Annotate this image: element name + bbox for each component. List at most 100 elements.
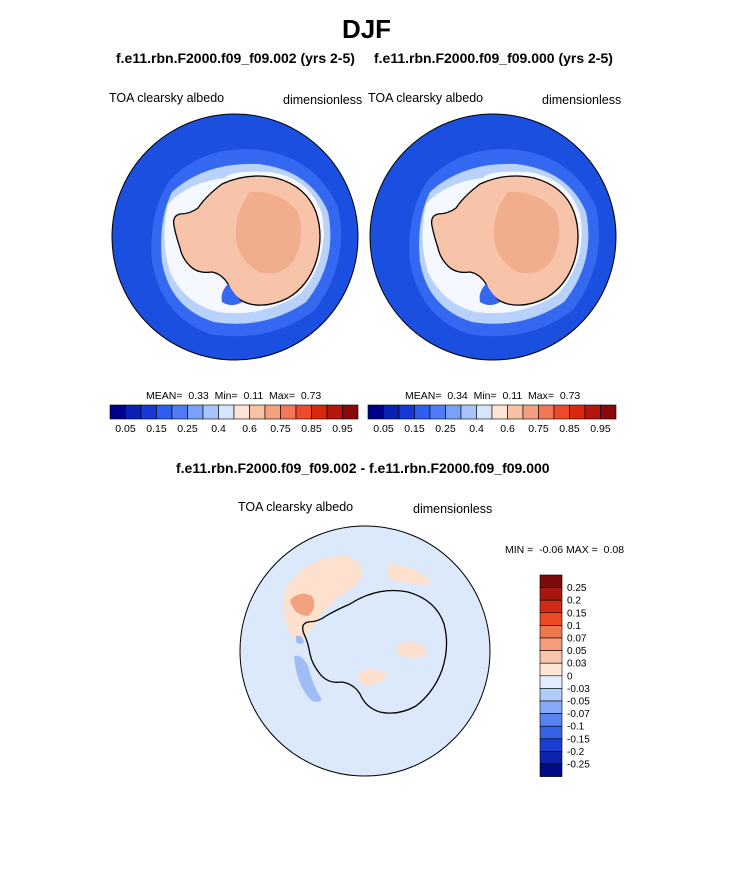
difference-variable-label: TOA clearsky albedo: [238, 500, 354, 514]
mean-label: MEAN=: [405, 390, 442, 402]
colorbar-cell: [367, 404, 384, 420]
panel-2-case-title: f.e11.rbn.F2000.f09_f09.000 (yrs 2-5): [374, 50, 613, 66]
colorbar-cell: [539, 700, 563, 714]
colorbar-tick-label: 0.75: [270, 423, 291, 435]
colorbar-cell: [539, 713, 563, 727]
colorbar-tick-label: 0.05: [373, 423, 394, 435]
colorbar-tick-label: 0.15: [404, 423, 425, 435]
colorbar-tick-label: 0.2: [567, 596, 581, 607]
panel-1-units-label: dimensionless: [283, 93, 363, 107]
colorbar-tick-label: 0.15: [567, 608, 587, 619]
colorbar-cell: [538, 404, 555, 420]
min-value: 0.11: [502, 390, 523, 402]
negative-anomaly-region: [294, 655, 322, 702]
min-label: Min=: [473, 390, 497, 402]
colorbar-tick-label: 0.95: [332, 423, 353, 435]
colorbar-cell: [539, 612, 563, 626]
colorbar-tick-label: 0.05: [567, 646, 587, 657]
panel-1-polar-map: [111, 113, 359, 361]
panel-2-variable-label: TOA clearsky albedo: [368, 91, 484, 105]
colorbar-cell: [539, 751, 563, 765]
antarctic-plateau: [235, 191, 302, 274]
colorbar-cell: [249, 404, 266, 420]
colorbar-tick-label: 0.95: [590, 423, 611, 435]
colorbar-cell: [476, 404, 493, 420]
mean-value: 0.34: [447, 390, 468, 402]
colorbar-tick-label: 0.4: [469, 423, 484, 435]
colorbar-tick-label: 0.1: [567, 621, 581, 632]
map-boundary: [239, 525, 491, 777]
colorbar-cell: [569, 404, 586, 420]
colorbar-cell: [539, 688, 563, 702]
colorbar-cell: [383, 404, 400, 420]
colorbar-cell: [264, 404, 281, 420]
difference-polar-map: [239, 525, 491, 777]
colorbar-cell: [342, 404, 359, 420]
max-label: MAX =: [566, 544, 598, 556]
positive-anomaly-region: [388, 564, 434, 585]
max-value: 0.08: [603, 544, 625, 556]
colorbar-tick-label: 0.4: [211, 423, 226, 435]
colorbar-cell: [218, 404, 235, 420]
map-boundary: [111, 113, 359, 361]
mean-label: MEAN=: [146, 390, 183, 402]
panel-1-case-title: f.e11.rbn.F2000.f09_f09.002 (yrs 2-5): [116, 50, 355, 66]
colorbar-tick-label: 0.07: [567, 634, 587, 645]
positive-anomaly-region: [283, 555, 362, 644]
colorbar-cell: [584, 404, 601, 420]
positive-anomaly-region: [398, 641, 428, 658]
colorbar-tick-label: 0.25: [435, 423, 456, 435]
colorbar-cell: [187, 404, 204, 420]
colorbar-cell: [414, 404, 431, 420]
colorbar-tick-label: 0.85: [559, 423, 580, 435]
colorbar-cell: [202, 404, 219, 420]
colorbar-tick-label: -0.15: [567, 734, 590, 745]
colorbar-tick-label: 0.25: [177, 423, 198, 435]
colorbar-cell: [156, 404, 173, 420]
colorbar-cell: [125, 404, 142, 420]
max-value: 0.73: [300, 390, 322, 402]
panel-1-stats: MEAN= 0.33 Min= 0.11 Max= 0.73: [146, 390, 321, 402]
colorbar-cell: [326, 404, 343, 420]
colorbar-cell: [109, 404, 126, 420]
colorbar-tick-label: -0.03: [567, 684, 590, 695]
colorbar-tick-label: -0.07: [567, 709, 590, 720]
antarctica-coastline: [302, 589, 448, 714]
colorbar-cell: [429, 404, 446, 420]
colorbar-tick-label: 0.25: [567, 583, 587, 594]
min-value: 0.11: [243, 390, 264, 402]
panel-1-variable-label: TOA clearsky albedo: [109, 91, 225, 105]
max-value: 0.73: [559, 390, 581, 402]
colorbar-cell: [600, 404, 617, 420]
colorbar-cell: [539, 725, 563, 740]
ross-sea-embayment: [479, 284, 500, 305]
colorbar-cell: [553, 404, 570, 420]
colorbar-cell: [507, 404, 524, 420]
colorbar-tick-label: -0.2: [567, 747, 585, 758]
difference-units-label: dimensionless: [413, 502, 493, 516]
colorbar-tick-label: 0.03: [567, 659, 587, 670]
colorbar-tick-label: 0.6: [242, 423, 257, 435]
colorbar-cell: [539, 625, 563, 639]
colorbar-cell: [233, 404, 250, 420]
panel-1-colorbar: 0.05 0.15 0.25 0.4 0.6 0.75 0.85 0.95: [109, 404, 359, 435]
colorbar-cell: [311, 404, 328, 420]
colorbar-cell: [539, 675, 563, 689]
colorbar-cell: [539, 637, 563, 651]
colorbar-cell: [295, 404, 312, 420]
colorbar-tick-label: -0.1: [567, 722, 585, 733]
panel-2-polar-map: [369, 113, 617, 361]
figure-title: DJF: [341, 14, 392, 44]
colorbar-tick-label: -0.25: [567, 760, 590, 771]
colorbar-tick-label: 0.05: [115, 423, 136, 435]
panel-2-units-label: dimensionless: [542, 93, 622, 107]
difference-colorbar: 0.250.20.150.10.070.050.030-0.03-0.05-0.…: [539, 574, 590, 777]
panel-2-colorbar: 0.05 0.15 0.25 0.4 0.6 0.75 0.85 0.95: [367, 404, 617, 435]
difference-min-max: MIN = -0.06 MAX = 0.08: [505, 544, 624, 556]
colorbar-tick-label: 0.75: [528, 423, 549, 435]
colorbar-tick-label: -0.05: [567, 697, 590, 708]
negative-anomaly-region: [296, 635, 304, 644]
min-label: MIN =: [505, 544, 534, 556]
colorbar-cell: [171, 404, 188, 420]
colorbar-tick-label: 0.85: [301, 423, 322, 435]
